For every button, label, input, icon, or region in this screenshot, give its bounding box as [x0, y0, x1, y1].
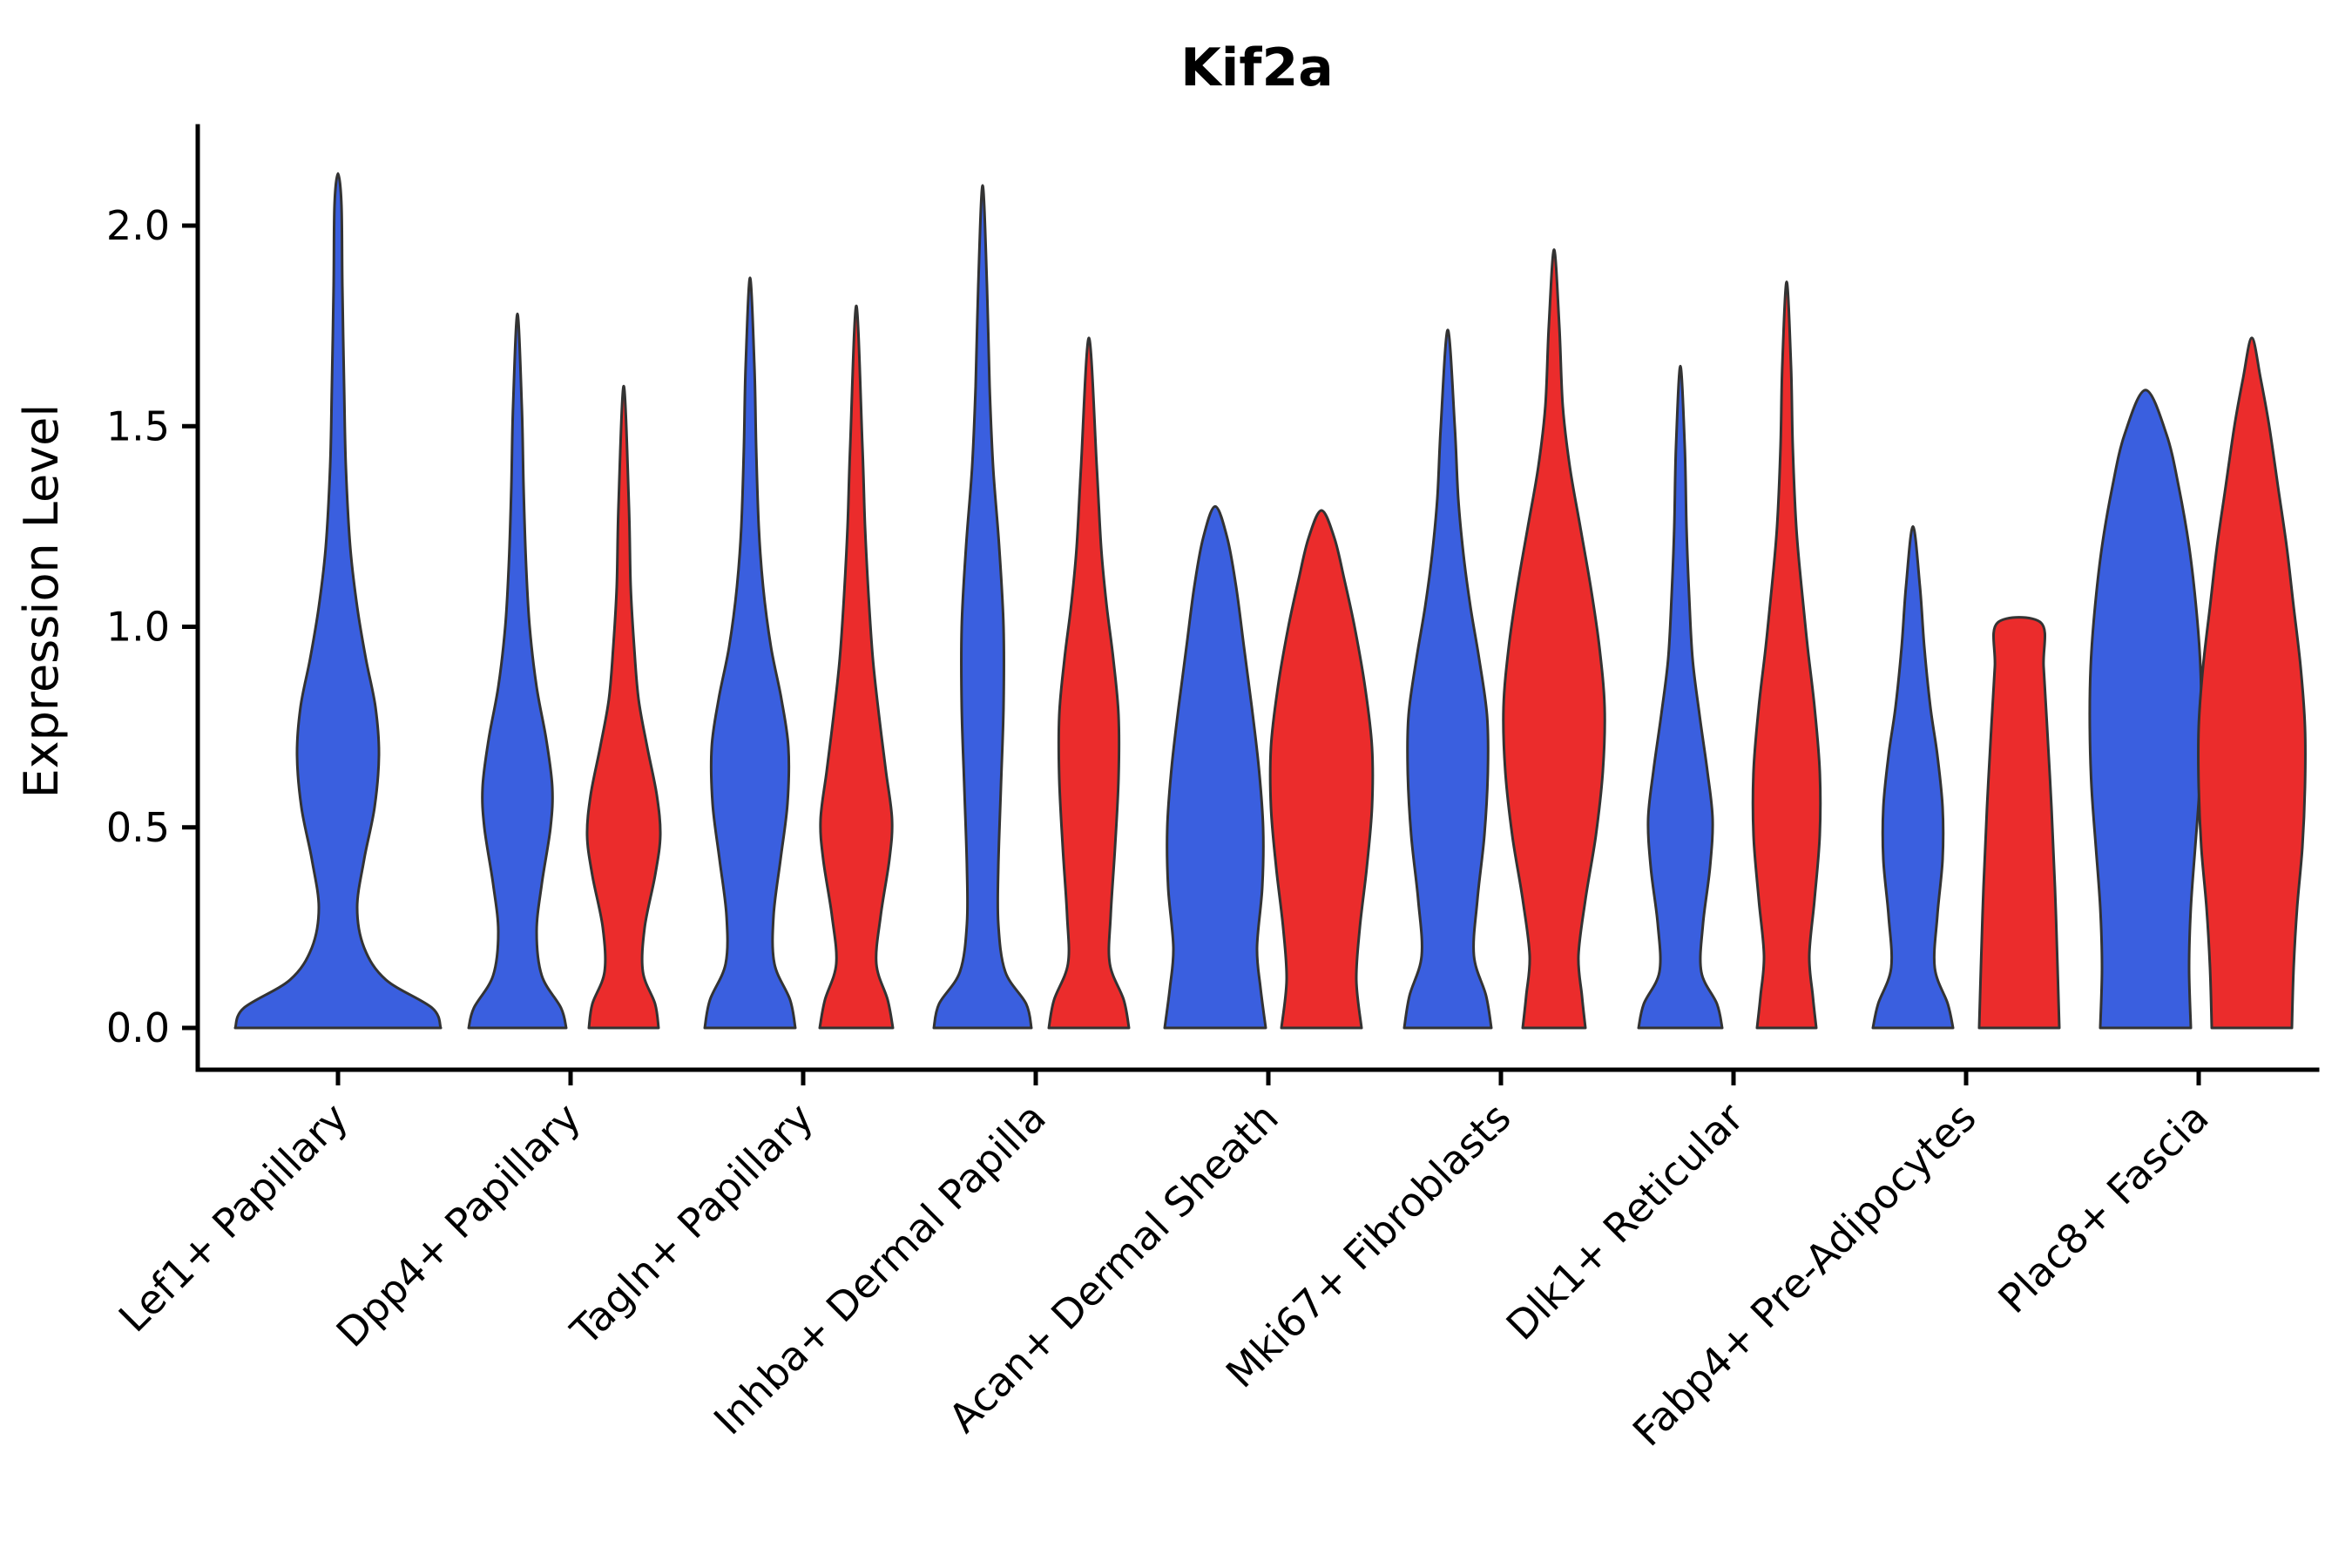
y-ticks-layer: 0.0 0.5 1.0 1.5 2.0: [106, 202, 198, 1051]
y-axis-label: Expression Level: [14, 404, 69, 799]
violin-group-red-cat3: [1047, 336, 1131, 1030]
violin-group-blue-cat5: [1402, 328, 1493, 1030]
violin-group-red-cat8: [2197, 336, 2307, 1030]
violin-group-blue-cat2: [703, 276, 797, 1030]
violin-group-blue-cat0: [233, 172, 443, 1030]
y-tick-label: 2.0: [106, 202, 170, 249]
x-tick-label: Dpp4+ Papillary: [328, 1094, 590, 1356]
violin-group-red-cat4: [1268, 509, 1375, 1030]
x-tick-label: Tagln+ Papillary: [561, 1094, 822, 1355]
violin-group-blue-cat4: [1163, 504, 1267, 1030]
violin-group-blue-cat6: [1637, 364, 1724, 1030]
x-tick-label: Lef1+ Papillary: [110, 1094, 357, 1342]
violin-group-red-cat2: [818, 304, 895, 1030]
violin-group-red-cat6: [1751, 280, 1822, 1030]
chart-title: Kif2a: [1180, 37, 1333, 98]
violin-group-red-cat7: [1977, 616, 2061, 1030]
y-tick-label: 0.5: [106, 804, 170, 851]
violin-group-blue-cat7: [1871, 524, 1955, 1030]
violin-group-red-cat5: [1502, 248, 1606, 1030]
x-tick-label: Dlk1+ Reticular: [1497, 1094, 1753, 1349]
violin-group-blue-cat1: [467, 312, 568, 1030]
y-tick-label: 1.5: [106, 402, 170, 449]
y-tick-label: 1.0: [106, 604, 170, 651]
violins-layer: [233, 172, 2307, 1030]
y-tick-label: 0.0: [106, 1004, 170, 1051]
violin-group-red-cat1: [585, 384, 662, 1030]
violin-group-blue-cat3: [932, 184, 1033, 1030]
violin-group-blue-cat8: [2088, 389, 2203, 1030]
x-tick-label: Plac8+ Fascia: [1989, 1094, 2217, 1322]
